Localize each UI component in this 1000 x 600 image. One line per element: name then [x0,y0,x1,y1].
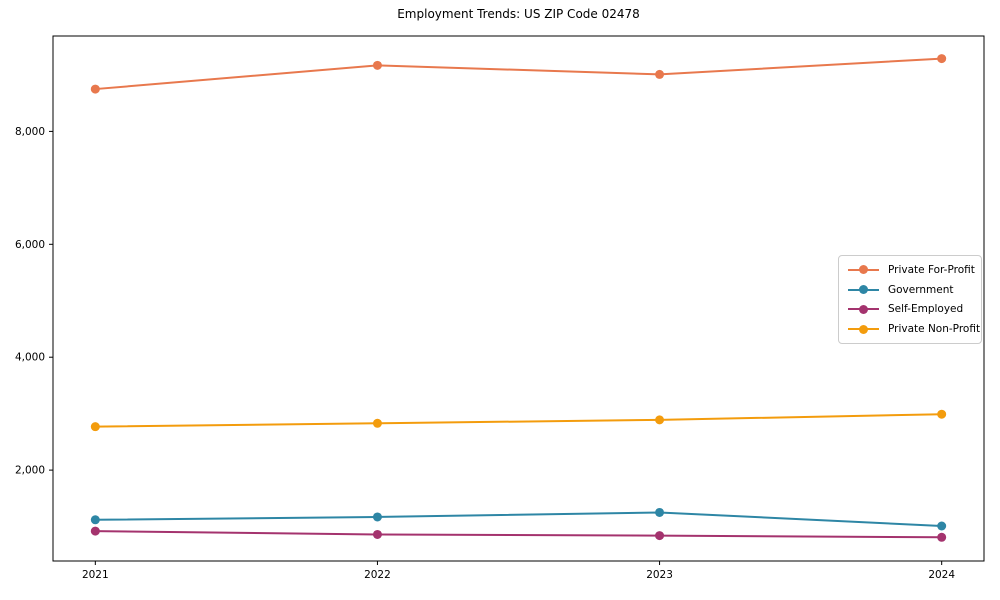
legend-label: Private For-Profit [888,263,975,276]
data-point-marker [372,529,382,539]
data-point-marker [655,69,665,79]
chart-legend: Private For-Profit Government Self-Employe… [838,255,982,344]
plot-frame [52,35,985,562]
data-point-marker [372,60,382,70]
x-tick-label: 2024 [928,569,955,581]
data-point-marker [90,84,100,94]
y-tick-label: 8,000 [15,126,45,138]
legend-item: Self-Employed [848,300,972,318]
chart-title: Employment Trends: US ZIP Code 02478 [397,7,640,21]
legend-label: Private Non-Profit [888,323,981,336]
x-tick-label: 2023 [646,569,673,581]
legend-line-marker-icon [848,324,879,334]
legend-line-marker-icon [848,285,879,295]
data-point-marker [90,515,100,525]
legend-item: Government [848,281,972,299]
y-tick-label: 4,000 [15,352,45,364]
data-point-marker [937,54,947,64]
data-point-marker [937,409,947,419]
legend-line-marker-icon [848,265,879,275]
series-line [94,511,943,527]
series-line [94,57,943,91]
data-point-marker [372,418,382,428]
y-tick-label: 2,000 [15,465,45,477]
x-tick-label: 2021 [82,569,109,581]
data-point-marker [90,526,100,536]
legend-item: Private Non-Profit [848,320,980,338]
legend-label: Self-Employed [888,303,964,316]
y-tick-label: 6,000 [15,239,45,251]
data-point-marker [655,507,665,517]
series-line [94,530,943,539]
legend-line-marker-icon [848,304,879,314]
x-tick-label: 2022 [364,569,391,581]
legend-label: Government [888,283,954,296]
data-point-marker [937,521,947,531]
data-point-marker [655,415,665,425]
data-point-marker [655,531,665,541]
series-line [94,413,943,428]
data-point-marker [90,422,100,432]
data-point-marker [937,532,947,542]
legend-item: Private For-Profit [848,261,975,279]
data-point-marker [372,512,382,522]
